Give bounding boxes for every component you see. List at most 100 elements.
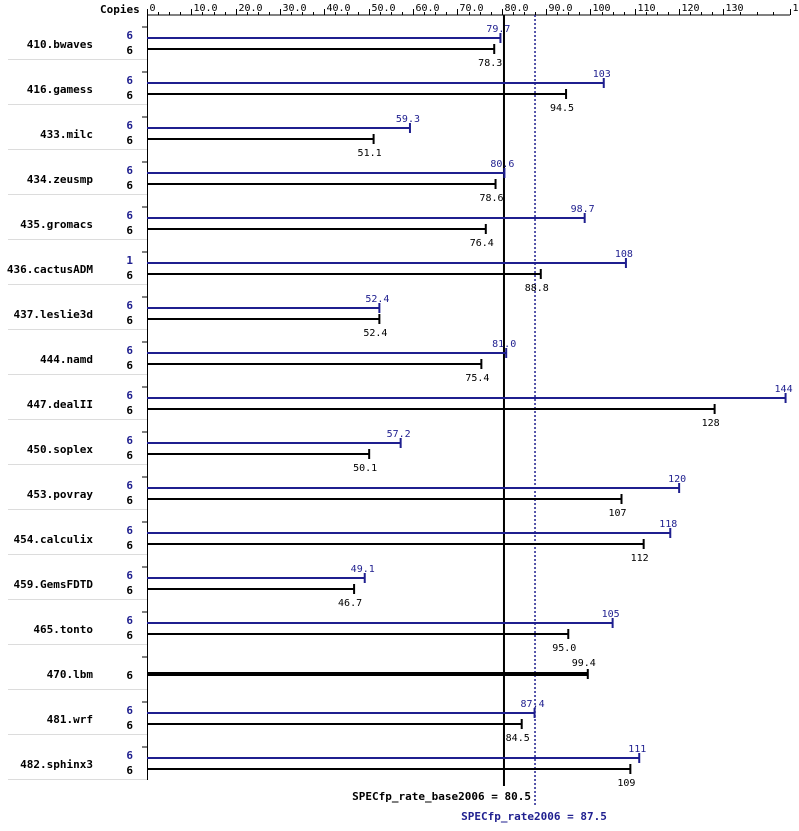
base-value-label: 51.1 bbox=[358, 148, 382, 159]
benchmark-label: 444.namd bbox=[40, 353, 93, 366]
peak-value-label: 111 bbox=[628, 744, 646, 755]
x-tick-label: 40.0 bbox=[327, 3, 351, 14]
benchmark-label: 482.sphinx3 bbox=[20, 758, 93, 771]
base-summary-label: SPECfp_rate_base2006 = 80.5 bbox=[352, 790, 531, 803]
benchmark-label: 410.bwaves bbox=[27, 38, 93, 51]
benchmark-label: 481.wrf bbox=[47, 713, 93, 726]
peak-value-label: 103 bbox=[593, 69, 611, 80]
peak-value-label: 81.0 bbox=[492, 339, 516, 350]
base-copies: 6 bbox=[126, 179, 133, 192]
peak-copies: 6 bbox=[126, 749, 133, 762]
base-copies: 6 bbox=[126, 669, 133, 682]
base-value-label: 46.7 bbox=[338, 598, 362, 609]
base-value-label: 99.4 bbox=[572, 658, 596, 669]
benchmark-label: 416.gamess bbox=[27, 83, 93, 96]
base-copies: 6 bbox=[126, 134, 133, 147]
base-value-label: 76.4 bbox=[470, 238, 494, 249]
peak-copies: 6 bbox=[126, 479, 133, 492]
peak-copies: 6 bbox=[126, 164, 133, 177]
peak-value-label: 118 bbox=[659, 519, 677, 530]
base-value-label: 107 bbox=[608, 508, 626, 519]
peak-copies: 1 bbox=[126, 254, 133, 267]
base-copies: 6 bbox=[126, 629, 133, 642]
peak-copies: 6 bbox=[126, 569, 133, 582]
benchmark-label: 435.gromacs bbox=[20, 218, 93, 231]
base-copies: 6 bbox=[126, 44, 133, 57]
peak-copies: 6 bbox=[126, 704, 133, 717]
benchmark-label: 450.soplex bbox=[27, 443, 94, 456]
peak-value-label: 108 bbox=[615, 249, 633, 260]
base-value-label: 128 bbox=[702, 418, 720, 429]
base-copies: 6 bbox=[126, 764, 133, 777]
x-tick-label: 0 bbox=[150, 3, 156, 14]
peak-copies: 6 bbox=[126, 614, 133, 627]
base-copies: 6 bbox=[126, 494, 133, 507]
peak-value-label: 57.2 bbox=[387, 429, 411, 440]
benchmark-label: 437.leslie3d bbox=[14, 308, 93, 321]
base-value-label: 94.5 bbox=[550, 103, 574, 114]
benchmark-label: 454.calculix bbox=[14, 533, 94, 546]
benchmark-label: 434.zeusmp bbox=[27, 173, 94, 186]
x-tick-label: 90.0 bbox=[549, 3, 573, 14]
benchmark-label: 465.tonto bbox=[33, 623, 93, 636]
base-value-label: 52.4 bbox=[363, 328, 387, 339]
x-tick-label: 70.0 bbox=[460, 3, 484, 14]
base-value-label: 50.1 bbox=[353, 463, 377, 474]
benchmark-label: 433.milc bbox=[40, 128, 93, 141]
x-tick-label: 20.0 bbox=[239, 3, 263, 14]
x-tick-label: 145 bbox=[793, 3, 799, 14]
x-tick-label: 110 bbox=[638, 3, 656, 14]
benchmark-label: 453.povray bbox=[27, 488, 94, 501]
base-copies: 6 bbox=[126, 269, 133, 282]
base-value-label: 75.4 bbox=[465, 373, 489, 384]
x-tick-label: 120 bbox=[682, 3, 700, 14]
peak-value-label: 49.1 bbox=[351, 564, 375, 575]
peak-value-label: 59.3 bbox=[396, 114, 420, 125]
peak-value-label: 105 bbox=[602, 609, 620, 620]
peak-value-label: 120 bbox=[668, 474, 686, 485]
peak-copies: 6 bbox=[126, 389, 133, 402]
x-tick-label: 10.0 bbox=[194, 3, 218, 14]
benchmark-label: 470.lbm bbox=[47, 668, 94, 681]
peak-copies: 6 bbox=[126, 119, 133, 132]
peak-copies: 6 bbox=[126, 344, 133, 357]
peak-copies: 6 bbox=[126, 74, 133, 87]
peak-copies: 6 bbox=[126, 299, 133, 312]
benchmark-label: 447.dealII bbox=[27, 398, 93, 411]
base-copies: 6 bbox=[126, 89, 133, 102]
base-value-label: 84.5 bbox=[506, 733, 530, 744]
base-copies: 6 bbox=[126, 314, 133, 327]
base-copies: 6 bbox=[126, 224, 133, 237]
peak-copies: 6 bbox=[126, 524, 133, 537]
peak-value-label: 52.4 bbox=[365, 294, 389, 305]
base-value-label: 78.6 bbox=[480, 193, 504, 204]
base-copies: 6 bbox=[126, 359, 133, 372]
peak-value-label: 79.7 bbox=[486, 24, 510, 35]
benchmark-label: 459.GemsFDTD bbox=[14, 578, 94, 591]
base-value-label: 112 bbox=[631, 553, 649, 564]
peak-value-label: 98.7 bbox=[571, 204, 595, 215]
peak-summary-label: SPECfp_rate2006 = 87.5 bbox=[461, 810, 607, 823]
benchmark-label: 436.cactusADM bbox=[7, 263, 93, 276]
peak-value-label: 144 bbox=[775, 384, 793, 395]
base-copies: 6 bbox=[126, 404, 133, 417]
base-copies: 6 bbox=[126, 584, 133, 597]
base-value-label: 109 bbox=[617, 778, 635, 789]
base-value-label: 95.0 bbox=[552, 643, 576, 654]
peak-value-label: 87.4 bbox=[521, 699, 545, 710]
x-tick-label: 50.0 bbox=[372, 3, 396, 14]
peak-copies: 6 bbox=[126, 29, 133, 42]
x-tick-label: 100 bbox=[593, 3, 611, 14]
base-copies: 6 bbox=[126, 719, 133, 732]
base-value-label: 88.8 bbox=[525, 283, 549, 294]
base-value-label: 78.3 bbox=[478, 58, 502, 69]
x-tick-label: 80.0 bbox=[505, 3, 529, 14]
base-copies: 6 bbox=[126, 449, 133, 462]
x-tick-label: 30.0 bbox=[283, 3, 307, 14]
base-copies: 6 bbox=[126, 539, 133, 552]
x-tick-label: 130 bbox=[726, 3, 744, 14]
x-tick-label: 60.0 bbox=[416, 3, 440, 14]
peak-value-label: 80.6 bbox=[490, 159, 514, 170]
